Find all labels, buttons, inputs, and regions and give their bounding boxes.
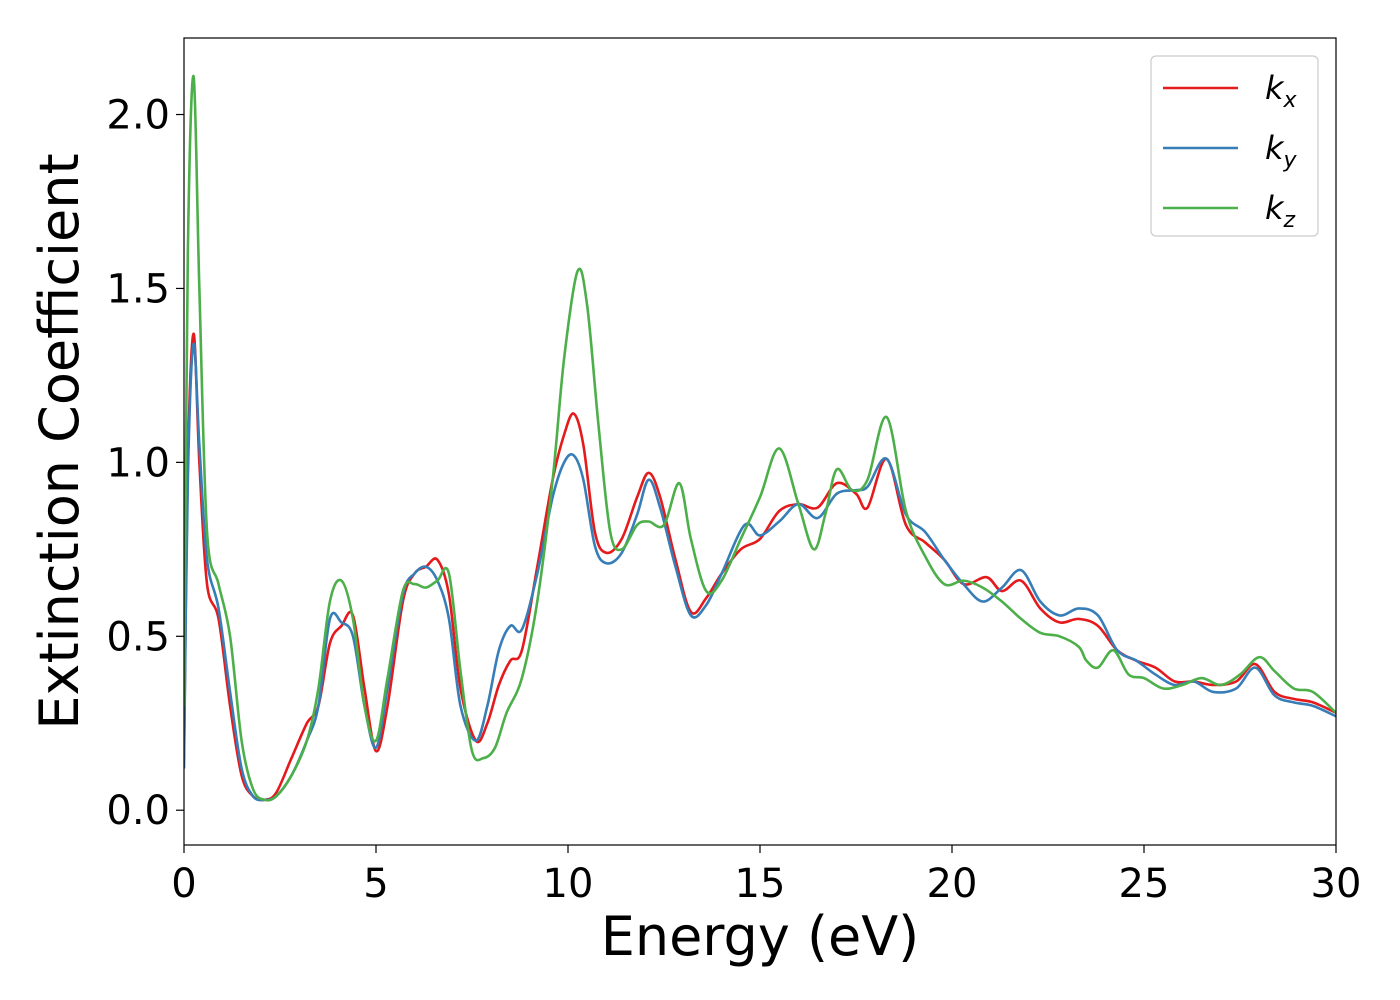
y-tick-label: 2.0 (106, 93, 170, 139)
legend-label-x: kx (1265, 69, 1298, 113)
x-tick-label: 10 (543, 861, 594, 907)
series-line-x (184, 332, 1336, 802)
legend: kx ky kz (1150, 55, 1319, 237)
y-tick-label: 1.5 (106, 266, 170, 312)
y-tick-label: 0.5 (106, 614, 170, 660)
x-axis-title: Energy (eV) (601, 905, 920, 968)
x-tick-label: 25 (1119, 861, 1170, 907)
legend-box (1150, 55, 1319, 237)
y-axis-ticks: 0.0 0.5 1.0 1.5 2.0 (106, 93, 184, 834)
x-tick-label: 5 (363, 861, 388, 907)
x-tick-label: 0 (171, 861, 196, 907)
series-layer (184, 74, 1336, 802)
y-tick-label: 1.0 (106, 440, 170, 486)
y-tick-label: 0.0 (106, 788, 170, 834)
legend-label-z: kz (1265, 189, 1296, 233)
x-tick-label: 20 (927, 861, 978, 907)
x-axis-ticks: 0 5 10 15 20 25 30 (171, 845, 1361, 907)
x-tick-label: 15 (735, 861, 786, 907)
x-tick-label: 30 (1311, 861, 1362, 907)
series-line-z (184, 74, 1336, 802)
legend-label-y: ky (1265, 129, 1298, 173)
y-axis-title: Extinction Coefficient (28, 153, 91, 729)
